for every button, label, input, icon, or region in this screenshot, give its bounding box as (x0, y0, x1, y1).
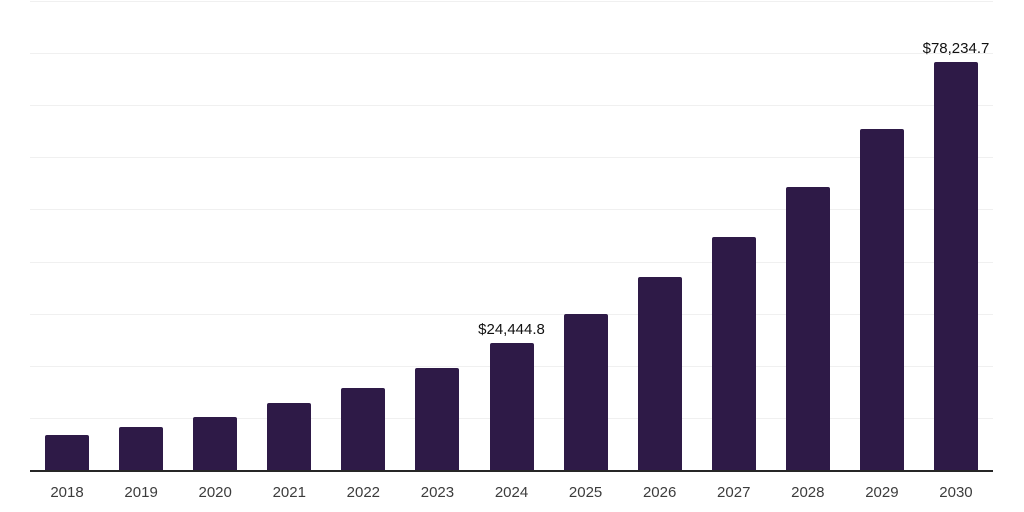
bar-slot (771, 1, 845, 470)
bar-slot: $24,444.8 (474, 1, 548, 470)
bar-slot (400, 1, 474, 470)
gridline (30, 105, 993, 107)
bar-2020 (193, 417, 238, 470)
bar-2027 (711, 236, 756, 470)
x-axis-labels: 2018 2019 2020 2021 2022 2023 2024 2025 2026 2027… (30, 482, 993, 504)
bar-2022 (341, 387, 386, 470)
bar-slot (252, 1, 326, 470)
bar-slot (326, 1, 400, 470)
bar-slot (178, 1, 252, 470)
x-axis-label-2018: 2018 (50, 484, 84, 501)
bar-2018 (45, 435, 90, 470)
bar-value-label-2024: $24,444.8 (478, 320, 545, 338)
bar-slot: $78,234.7 (919, 1, 993, 470)
x-axis-label-2020: 2020 (198, 484, 232, 501)
x-axis-label-2024: 2024 (494, 484, 529, 501)
x-axis-label-2027: 2027 (717, 484, 751, 501)
bar-slot (104, 1, 178, 470)
bar-slot (30, 1, 104, 470)
bar-slot (697, 1, 771, 470)
x-axis-label-2022: 2022 (346, 484, 381, 501)
bar-2021 (267, 403, 312, 470)
x-axis-label-2026: 2026 (642, 484, 677, 501)
bar-2025 (563, 313, 608, 470)
bar-value-label-2030: $78,234.7 (922, 40, 990, 58)
bar-2030: $78,234.7 (923, 40, 989, 470)
gridline (30, 1, 993, 2)
x-axis-line (30, 470, 993, 472)
gridline (30, 313, 993, 315)
x-axis-label-2021: 2021 (272, 484, 306, 501)
x-axis-label-2029: 2029 (865, 484, 899, 501)
bar-slot (623, 1, 697, 470)
bar-slot (845, 1, 919, 470)
bars-row: $24,444.8 $78,234.7 (30, 1, 993, 470)
bar-2028 (785, 187, 830, 470)
x-axis-label-2019: 2019 (124, 484, 158, 501)
bar-2023 (415, 367, 460, 470)
gridline (30, 53, 993, 55)
bar-2026 (637, 277, 682, 470)
bar-2019 (119, 427, 164, 470)
plot-area: $24,444.8 $78,234.7 (30, 1, 993, 472)
bar-2024: $24,444.8 (478, 321, 545, 470)
bar-slot (549, 1, 623, 470)
gridline (30, 261, 993, 263)
x-axis-label-2030: 2030 (939, 484, 973, 501)
x-axis-label-2025: 2025 (568, 484, 603, 501)
gridline (30, 157, 993, 159)
bar-2029 (859, 128, 904, 470)
gridline (30, 209, 993, 211)
x-axis-label-2028: 2028 (791, 484, 825, 501)
x-axis-label-2023: 2023 (420, 484, 455, 501)
